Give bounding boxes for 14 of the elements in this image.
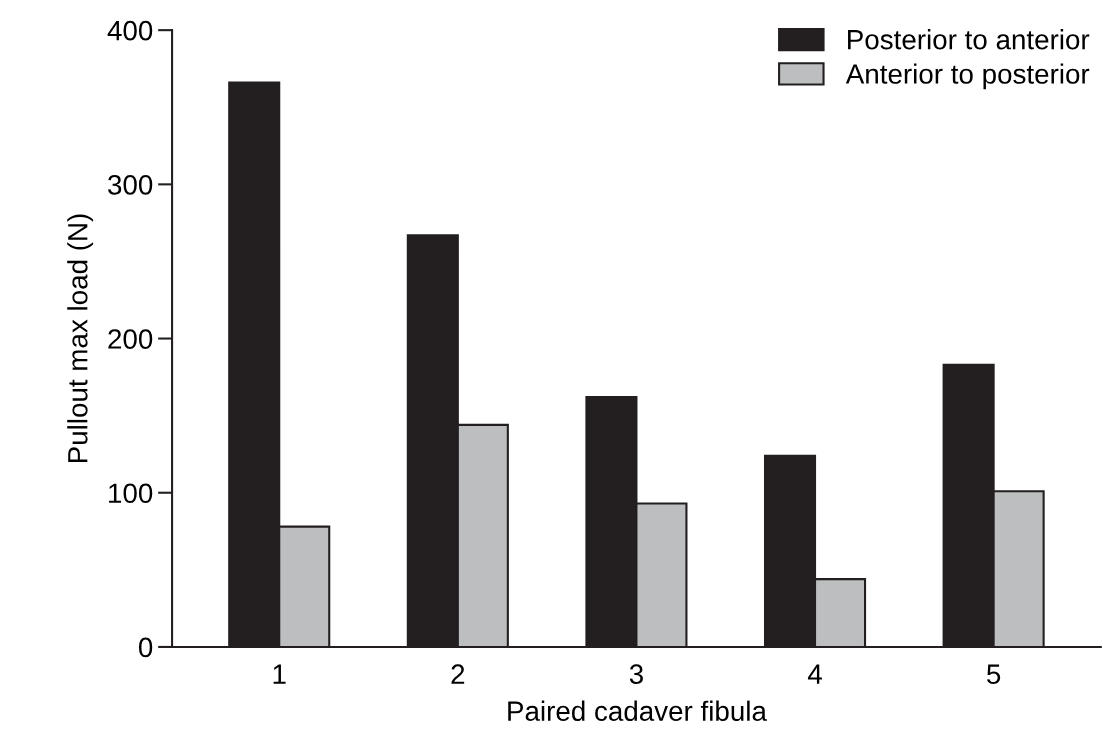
x-axis-title: Paired cadaver fibula xyxy=(508,700,767,722)
x-tick-label: 3 xyxy=(629,664,643,684)
x-tick-label: 2 xyxy=(451,664,465,684)
y-axis-title: Pullout max load (N) xyxy=(67,214,94,463)
y-tick-label: 200 xyxy=(108,329,153,349)
y-tick-label: 100 xyxy=(109,483,153,504)
y-tick-label: 300 xyxy=(108,175,153,195)
x-tick-label: 5 xyxy=(987,664,1001,684)
y-tick-label: 0 xyxy=(138,637,153,658)
x-tick-label: 4 xyxy=(807,664,822,684)
y-tick-label: 400 xyxy=(107,20,153,41)
legend-label: Anterior to posterior xyxy=(845,63,1090,90)
x-tick-label: 1 xyxy=(273,664,286,684)
legend-label: Posterior to anterior xyxy=(848,29,1090,50)
